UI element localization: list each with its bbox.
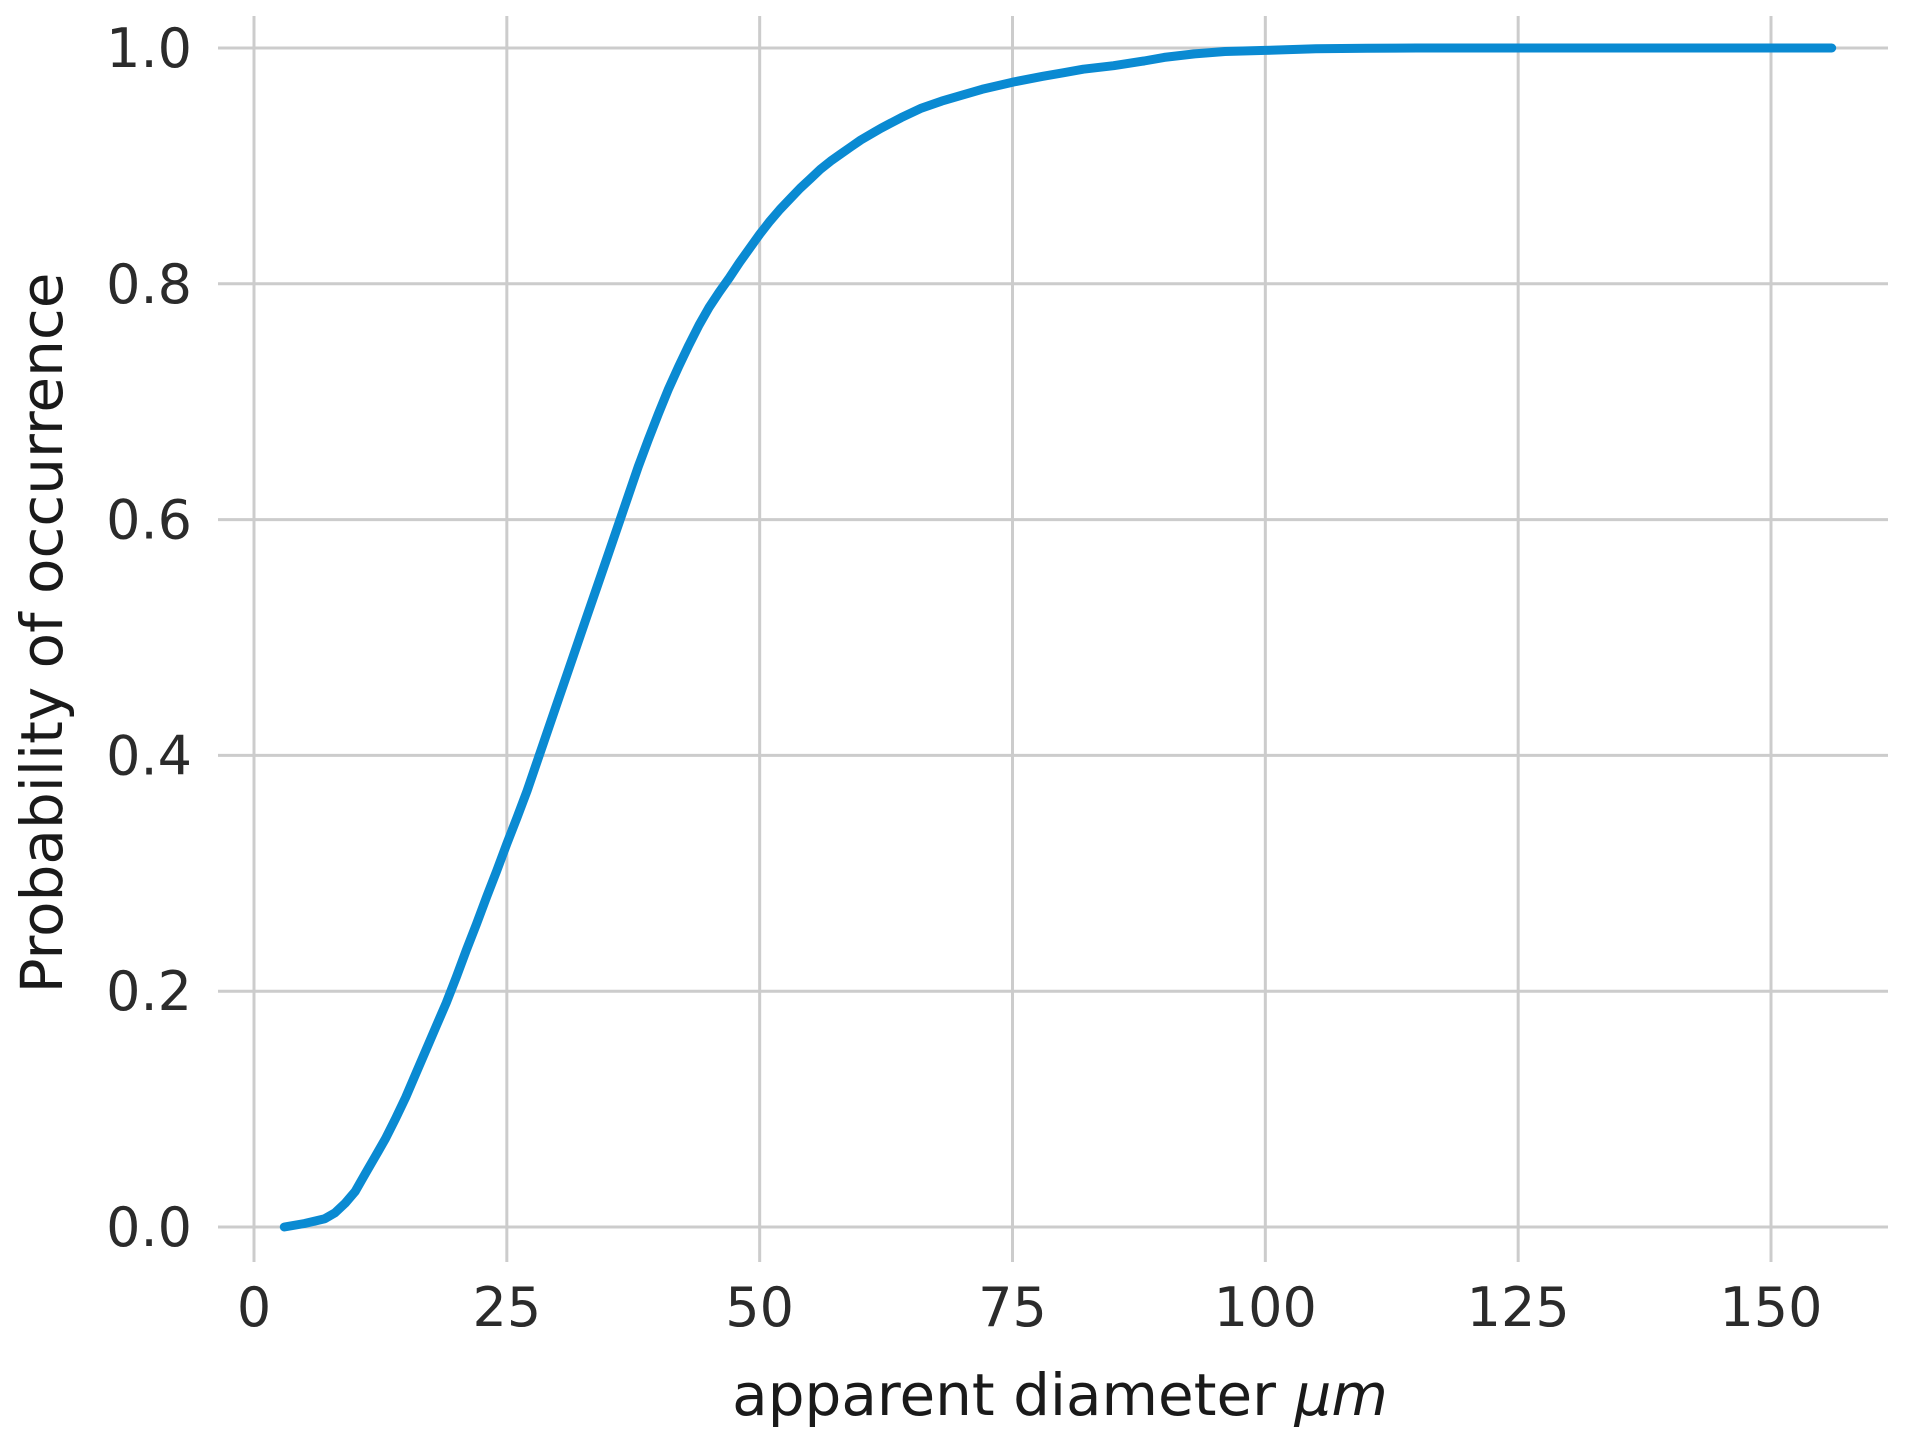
x-axis-label-text: apparent diameter	[732, 1361, 1276, 1429]
y-tick-labels: 0.0 0.2 0.4 0.6 0.8 1.0	[106, 17, 192, 1259]
x-tick-label-50: 50	[725, 1276, 794, 1339]
x-axis-label: apparent diameter μm	[732, 1361, 1388, 1429]
x-tick-label-150: 150	[1719, 1276, 1822, 1339]
y-tick-label-0.4: 0.4	[106, 724, 192, 787]
x-tick-label-125: 125	[1467, 1276, 1570, 1339]
y-tick-label-1.0: 1.0	[106, 17, 192, 80]
y-axis-label: Probability of occurrence	[8, 273, 76, 994]
y-tick-label-0.2: 0.2	[106, 960, 192, 1023]
x-tick-label-100: 100	[1214, 1276, 1317, 1339]
y-tick-label-0.0: 0.0	[106, 1196, 192, 1259]
x-tick-label-25: 25	[472, 1276, 541, 1339]
y-gridlines	[218, 46, 1888, 1229]
cdf-line-0	[279, 43, 1837, 1232]
y-tick-label-0.8: 0.8	[106, 253, 192, 316]
x-tick-label-0: 0	[237, 1276, 271, 1339]
x-tick-label-75: 75	[978, 1276, 1047, 1339]
x-tick-labels: 0 25 50 75 100 125 150	[237, 1276, 1823, 1339]
y-tick-label-0.6: 0.6	[106, 489, 192, 552]
series-layer	[279, 43, 1837, 1232]
x-gridlines	[252, 16, 1773, 1262]
x-axis-unit: μm	[1293, 1361, 1387, 1429]
